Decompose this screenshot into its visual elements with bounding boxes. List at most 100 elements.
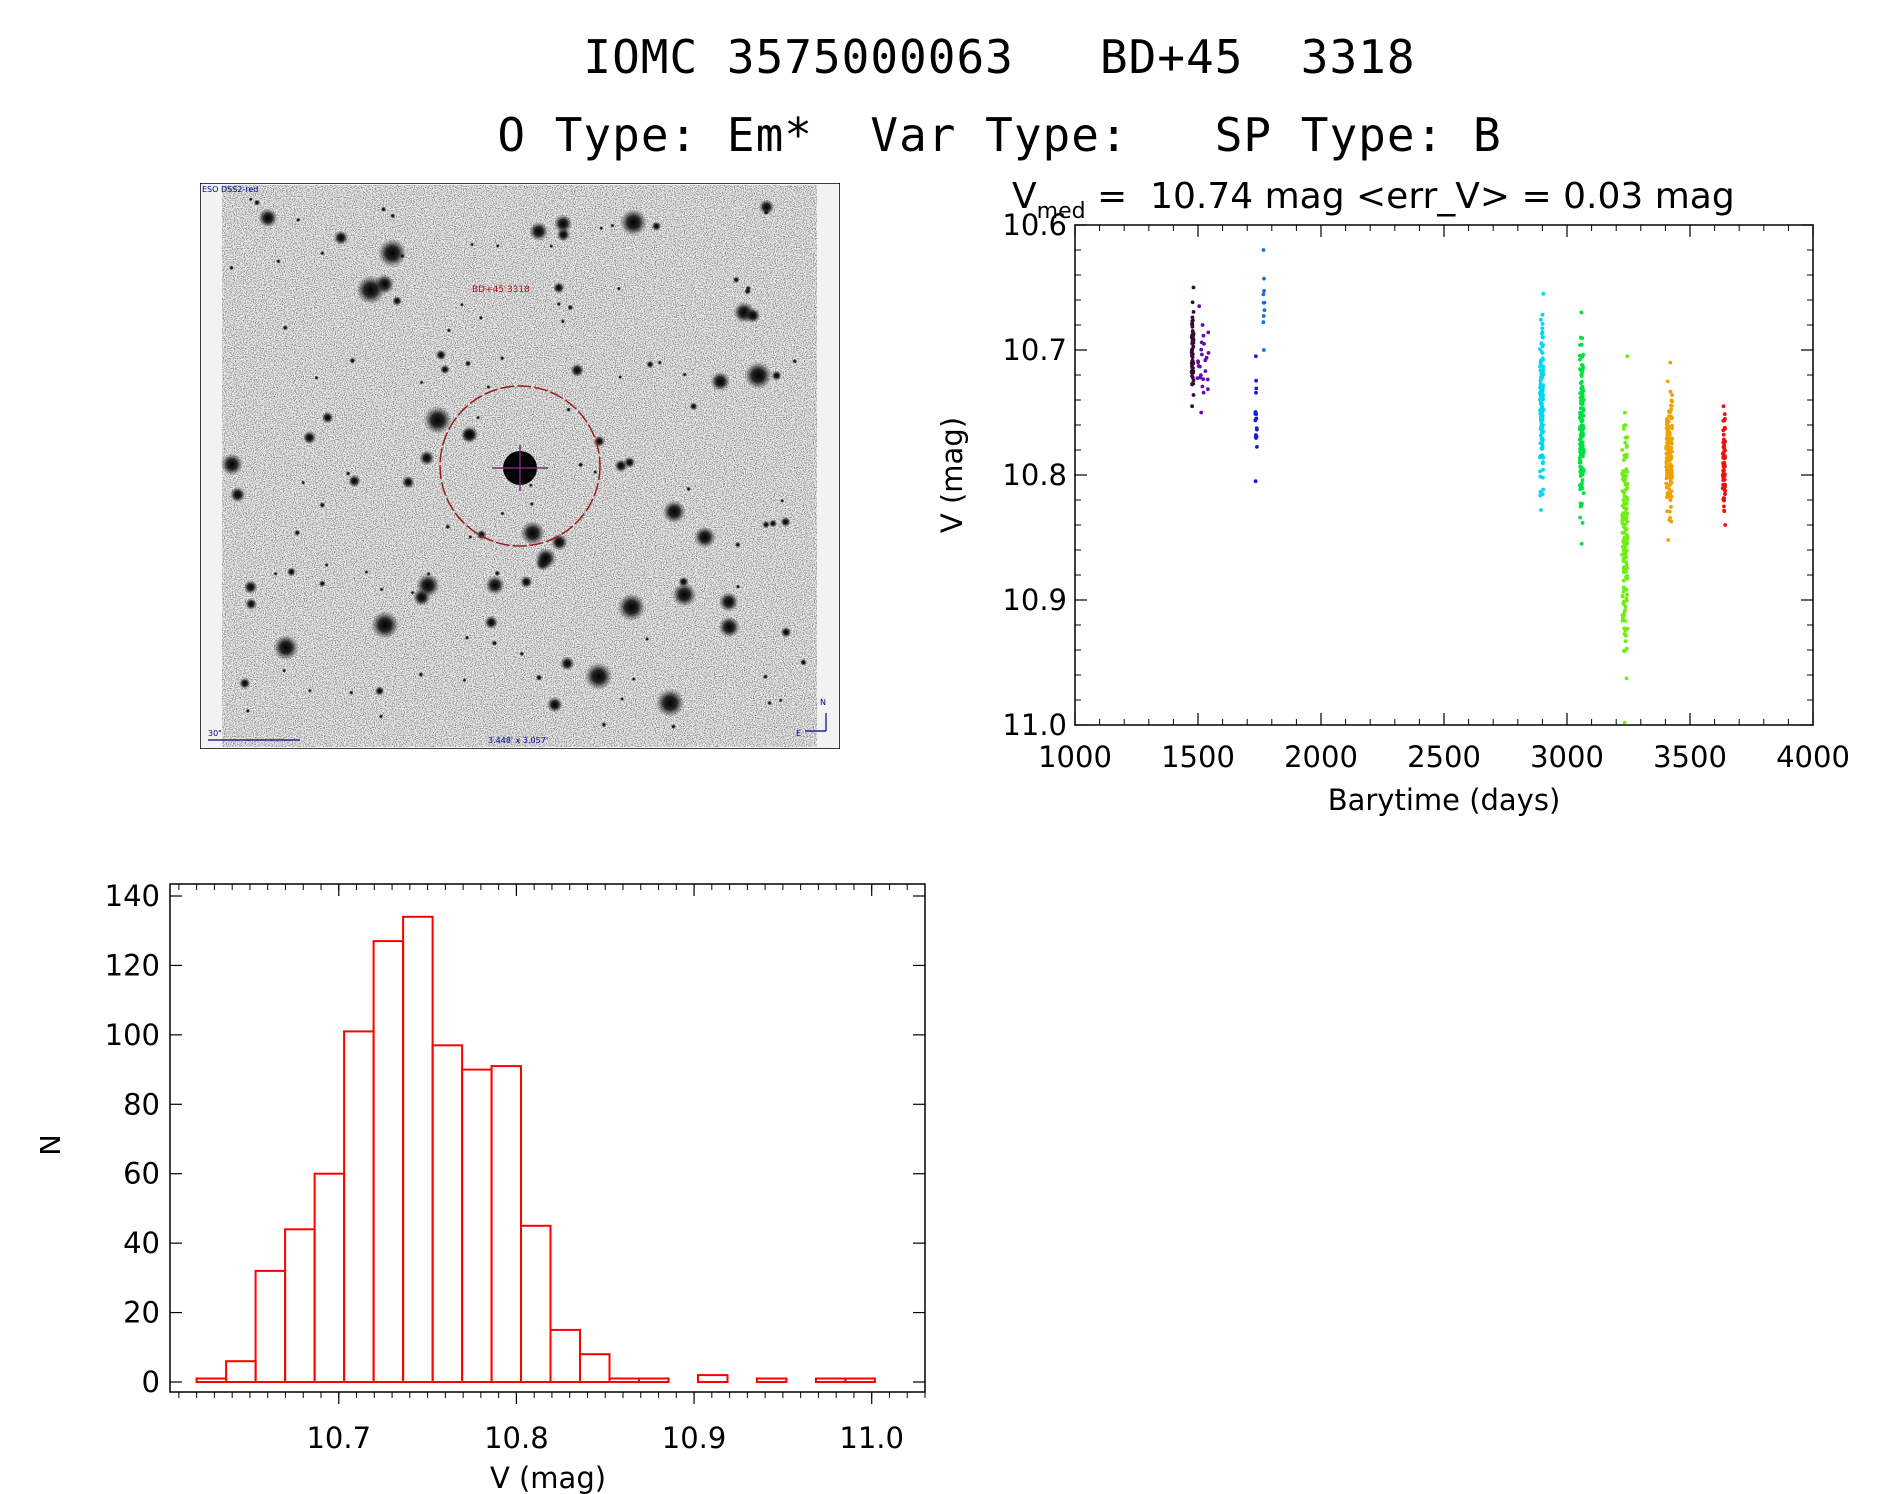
field-star [258,208,278,228]
field-star [651,221,662,232]
lc-point [1254,433,1258,437]
lc-point [1578,406,1583,411]
lc-point [1253,479,1258,484]
lc-point [1541,364,1546,369]
lc-point [1625,592,1629,597]
lc-point [1623,639,1628,644]
lc-point [1623,605,1628,609]
field-star [780,498,785,503]
field-star [392,295,403,306]
lc-title-subscript: med [1037,199,1086,224]
lc-point [1261,292,1266,297]
hist-y-tick-label: 140 [105,879,160,913]
lc-point [1190,375,1195,380]
lc-point [1721,418,1726,423]
field-star [620,696,625,702]
lc-point [1622,473,1627,477]
field-star [333,230,349,246]
lc-point [1579,465,1584,470]
field-star [644,636,650,642]
lc-point [1667,483,1672,488]
field-star [239,677,251,690]
field-star [599,226,604,231]
lc-point [1622,490,1626,495]
field-star [416,573,440,598]
scale-label: 30" [208,729,222,738]
lc-point [1199,410,1204,415]
field-star [245,598,258,610]
lc-point [1191,310,1196,314]
lc-point [1624,676,1629,681]
lc-point [1578,357,1582,362]
lc-point [1721,404,1726,409]
hist-bars [195,915,876,1384]
lc-point [1541,487,1546,492]
lc-point [1189,361,1194,365]
field-star [380,206,387,213]
lc-x-tick-label: 2000 [1284,740,1358,774]
field-star [229,265,234,271]
field-star [682,372,687,377]
field-star [423,405,452,435]
lc-x-tick-label: 3500 [1653,740,1727,774]
field-star [767,700,773,706]
lc-point [1580,401,1585,406]
lc-point [1580,434,1585,439]
lc-x-tick-label: 3000 [1530,740,1604,774]
field-star [762,674,769,680]
lc-point [1579,310,1584,315]
field-star [550,533,568,551]
field-star [689,402,698,411]
field-star [286,567,296,577]
lc-point [1625,626,1630,631]
lc-point [1190,381,1195,386]
lc-point [1580,440,1585,445]
lc-point [1666,538,1671,542]
light-curve-chart: Vmed = 10.74 mag <err_V> = 0.03 mag 1000… [940,176,1850,817]
lc-point [1624,507,1629,512]
lc-point [1622,599,1626,604]
field-star [778,698,783,703]
field-star [678,576,689,587]
lc-point [1669,494,1674,499]
lc-point [1540,312,1545,317]
field-star [320,251,325,256]
lc-point [1203,358,1208,363]
chart-title-line1: IOMC 3575000063 BD+45 3318 [583,30,1416,84]
lc-title: Vmed = 10.74 mag <err_V> = 0.03 mag [1012,176,1735,224]
lc-point [1206,351,1211,355]
field-star [768,519,778,528]
field-star [495,243,500,248]
field-star [529,221,549,242]
field-star [732,276,740,284]
survey-label: ESO DSS2-red [202,185,258,194]
field-star [377,238,407,268]
hist-bar [225,1360,257,1384]
lc-point [1539,437,1544,441]
hist-y-tick-label: 0 [142,1365,160,1399]
field-star [566,407,571,413]
lc-point [1623,608,1627,613]
field-star [348,474,361,488]
lc-point [1624,563,1629,567]
lc-point [1723,492,1727,496]
lc-point [1191,393,1196,397]
field-star [617,593,646,622]
lc-point [1623,522,1628,527]
lc-point [1667,487,1672,492]
field-star [345,471,351,476]
lc-point [1622,649,1627,654]
lc-point [1722,496,1726,501]
field-star [560,319,566,324]
lc-point [1577,427,1582,432]
lc-point [1722,425,1727,430]
hist-bar [579,1353,611,1384]
lc-point [1578,381,1583,386]
field-star [464,635,470,640]
field-star [686,486,691,492]
lc-point [1541,291,1546,296]
lc-point [1667,491,1672,496]
lc-title-v: V [1012,176,1037,217]
lc-point [1262,289,1266,293]
field-star [273,571,278,576]
